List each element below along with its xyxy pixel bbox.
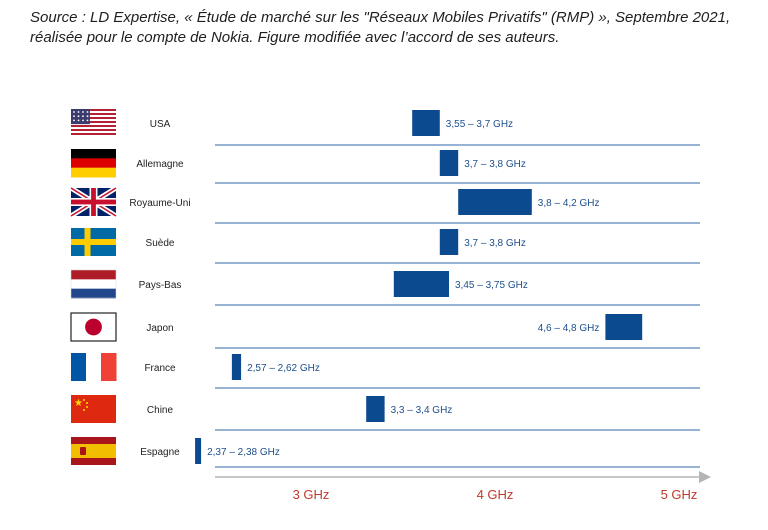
uk-flag bbox=[69, 185, 118, 219]
rows-group: USA 3,55 – 3,7 GHz Allemagne 3,7 – 3,8 GHz R… bbox=[129, 110, 700, 468]
usa-flag bbox=[71, 109, 116, 137]
category-label: Japon bbox=[146, 323, 173, 334]
range-bar bbox=[439, 150, 459, 176]
source-note: Source : LD Expertise, « Étude de marché… bbox=[30, 9, 731, 46]
category-label: Suède bbox=[146, 238, 175, 249]
range-value-label: 2,57 – 2,62 GHz bbox=[247, 363, 320, 374]
range-value-label: 3,55 – 3,7 GHz bbox=[446, 119, 513, 130]
range-value-label: 2,37 – 2,38 GHz bbox=[207, 447, 280, 458]
category-label: Allemagne bbox=[136, 159, 184, 170]
range-value-label: 3,7 – 3,8 GHz bbox=[464, 238, 526, 249]
category-label: Espagne bbox=[140, 447, 180, 458]
range-bar bbox=[458, 189, 532, 215]
japan-flag bbox=[70, 312, 117, 342]
flags-group: ★ bbox=[69, 109, 118, 465]
sweden-flag bbox=[71, 228, 116, 256]
france-flag bbox=[71, 353, 117, 381]
category-label: Royaume-Uni bbox=[129, 198, 190, 209]
svg-text:★: ★ bbox=[74, 398, 83, 409]
x-tick-label: 4 GHz bbox=[477, 487, 514, 502]
category-label: Chine bbox=[147, 405, 174, 416]
range-bar bbox=[195, 438, 202, 464]
spain-flag bbox=[71, 437, 116, 465]
range-value-label: 4,6 – 4,8 GHz bbox=[538, 323, 600, 334]
range-value-label: 3,45 – 3,75 GHz bbox=[455, 280, 528, 291]
x-axis: 3 GHz 4 GHz 5 GHz bbox=[215, 471, 711, 502]
category-label: Pays-Bas bbox=[139, 280, 182, 291]
range-bar bbox=[439, 229, 459, 255]
range-bar bbox=[366, 396, 385, 422]
range-value-label: 3,3 – 3,4 GHz bbox=[391, 405, 453, 416]
category-label: USA bbox=[150, 119, 171, 130]
category-label: France bbox=[144, 363, 176, 374]
range-bar bbox=[605, 314, 643, 340]
range-value-label: 3,8 – 4,2 GHz bbox=[538, 198, 600, 209]
range-bar bbox=[231, 354, 242, 380]
germany-flag bbox=[71, 149, 116, 178]
range-value-label: 3,7 – 3,8 GHz bbox=[464, 159, 526, 170]
x-tick-label: 3 GHz bbox=[293, 487, 330, 502]
netherlands-flag bbox=[70, 269, 117, 299]
china-flag: ★ bbox=[71, 395, 116, 423]
x-tick-label: 5 GHz bbox=[661, 487, 698, 502]
range-bar bbox=[412, 110, 440, 136]
range-bar bbox=[393, 271, 449, 297]
